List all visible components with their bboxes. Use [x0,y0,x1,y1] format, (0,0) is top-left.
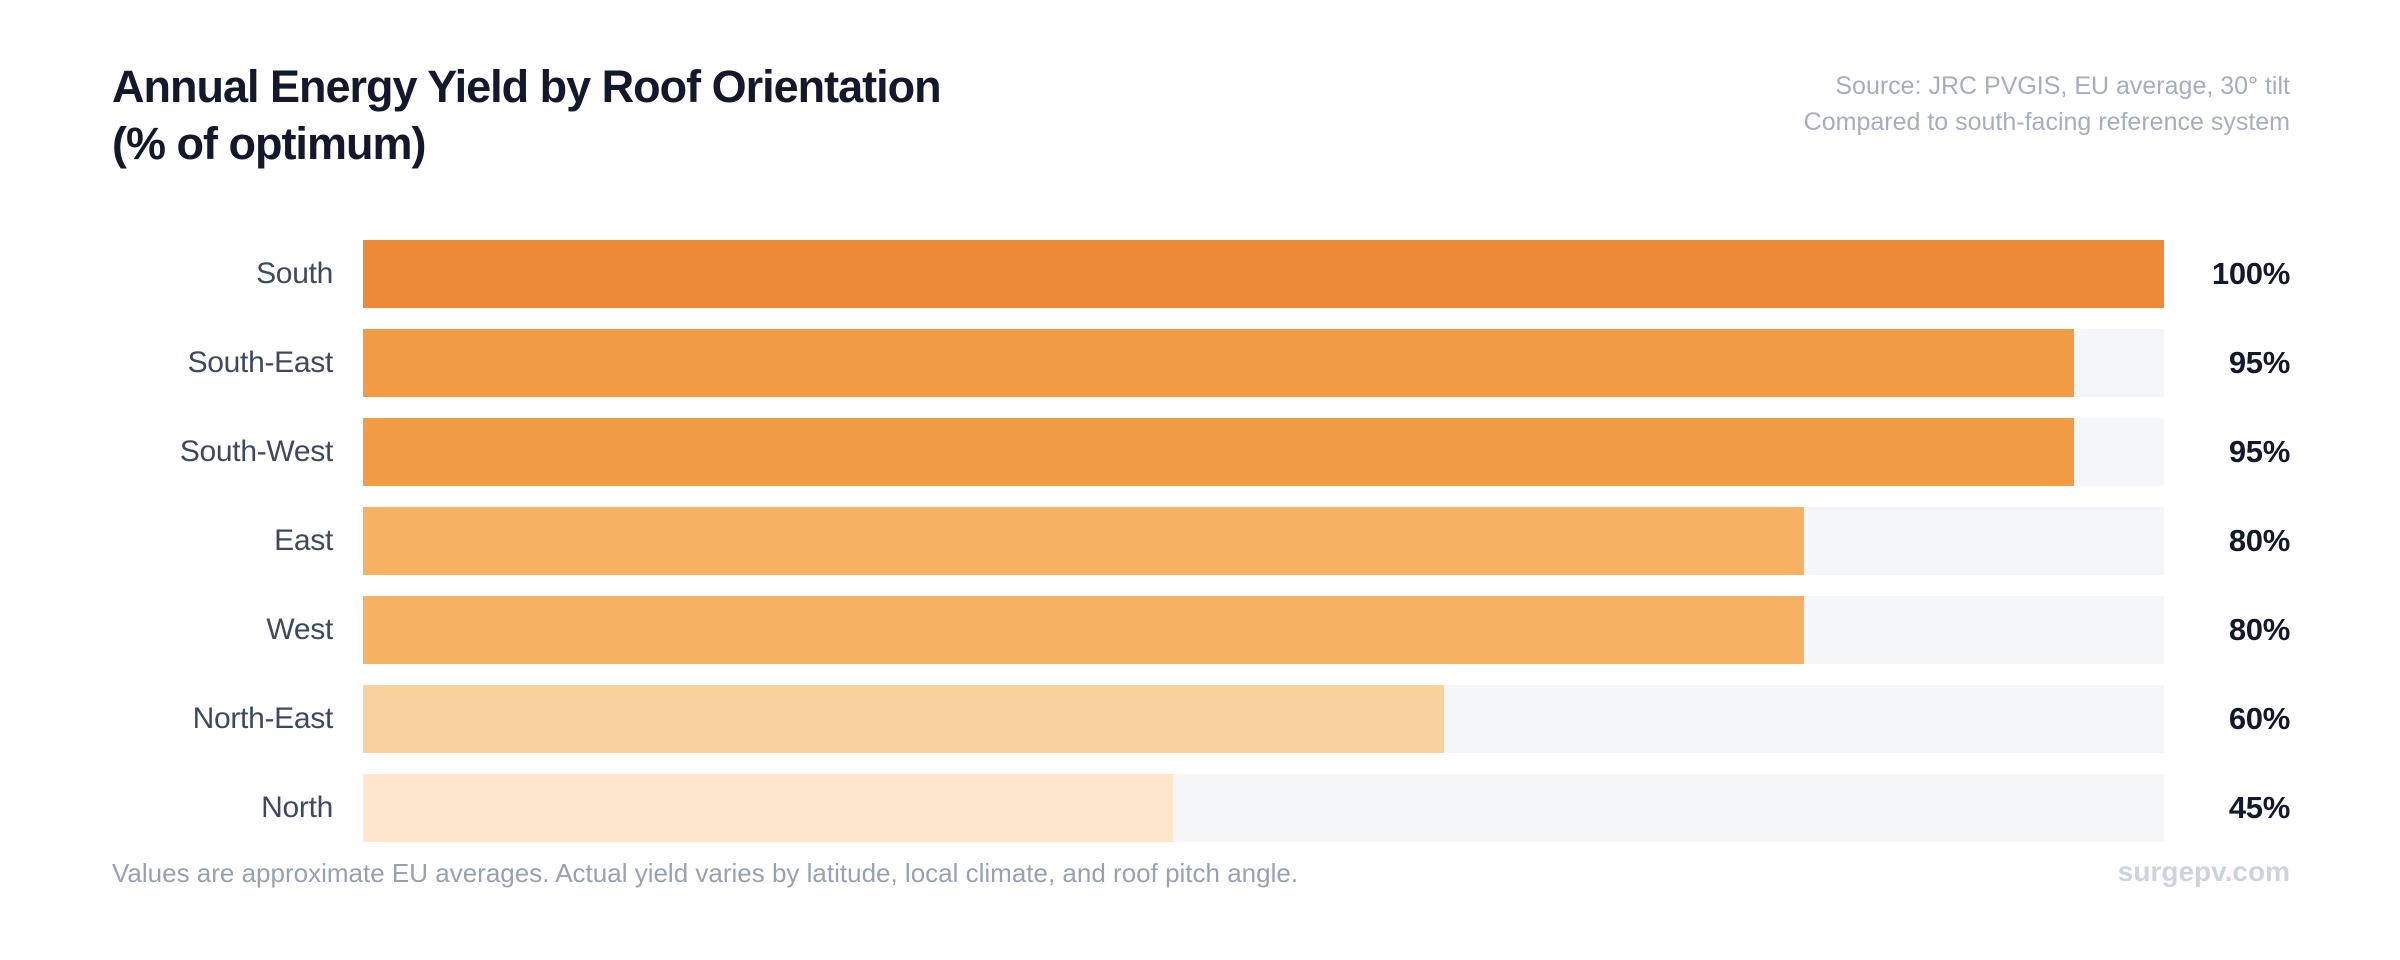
bar-track [363,507,2164,575]
value-label: 80% [2228,523,2290,558]
source-note-line1: Source: JRC PVGIS, EU average, 30° tilt [1835,72,2290,100]
bar-track [363,596,2164,664]
bar [363,329,2074,397]
bar [363,240,2164,308]
bar [363,596,1804,664]
brand-watermark: surgepv.com [2117,856,2290,887]
category-label: South-East [187,346,334,379]
bar-row: North 45% [0,774,2400,842]
source-note-line2: Compared to south-facing reference syste… [1803,108,2290,136]
category-label: West [266,613,333,646]
bar-track [363,329,2164,397]
footnote: Values are approximate EU averages. Actu… [112,858,1299,888]
category-label: North [261,791,333,824]
bar-row: East 80% [0,507,2400,575]
bar-row: North-East 60% [0,685,2400,753]
value-label: 60% [2228,701,2290,736]
bar-track [363,685,2164,753]
bar-row: South-East 95% [0,329,2400,397]
chart-title: Annual Energy Yield by Roof Orientation … [112,58,942,172]
bar-track [363,774,2164,842]
bar [363,774,1174,842]
chart-title-line2: (% of optimum) [112,118,426,169]
category-label: South-West [179,435,333,468]
bar-chart: South 100% South-East 95% South-West 95% East 8… [0,240,2400,842]
chart-title-line1: Annual Energy Yield by Roof Orientation [112,61,942,112]
category-label: South [256,257,333,290]
value-label: 45% [2228,790,2290,825]
bar [363,685,1444,753]
bar-row: South 100% [0,240,2400,308]
value-label: 100% [2211,256,2290,291]
bar [363,418,2074,486]
bar-track [363,418,2164,486]
bar-row: South-West 95% [0,418,2400,486]
category-label: East [274,524,333,557]
bar-row: West 80% [0,596,2400,664]
value-label: 95% [2228,434,2290,469]
value-label: 95% [2228,345,2290,380]
value-label: 80% [2228,612,2290,647]
category-label: North-East [192,702,334,735]
bar-track [363,240,2164,308]
source-note: Source: JRC PVGIS, EU average, 30° tilt … [1804,68,2290,140]
bar [363,507,1804,575]
